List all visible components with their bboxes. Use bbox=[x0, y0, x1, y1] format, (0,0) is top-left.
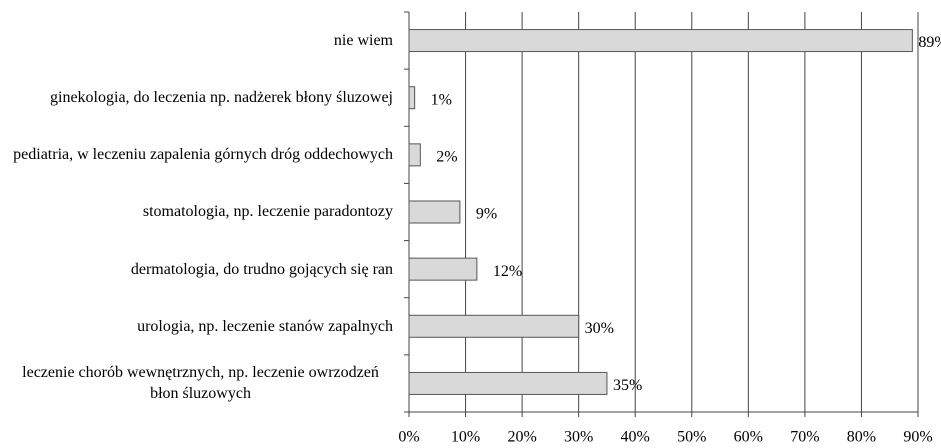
bar bbox=[408, 86, 416, 110]
x-tick-label: 60% bbox=[734, 429, 763, 446]
bar bbox=[408, 29, 913, 53]
value-label: 35% bbox=[613, 377, 642, 394]
category-label: pediatria, w leczeniu zapalenia górnych … bbox=[13, 126, 393, 183]
value-label: 1% bbox=[431, 91, 452, 108]
x-tick-label: 70% bbox=[790, 429, 819, 446]
x-tick-label: 40% bbox=[621, 429, 650, 446]
x-tick-label: 90% bbox=[903, 429, 932, 446]
category-label: dermatologia, do trudno gojących się ran bbox=[131, 241, 393, 298]
value-label: 89% bbox=[918, 34, 941, 51]
category-text: pediatria, w leczeniu zapalenia górnych … bbox=[13, 146, 393, 164]
category-text: nie wiem bbox=[333, 32, 393, 50]
x-tick-label: 10% bbox=[451, 429, 480, 446]
value-label: 12% bbox=[493, 263, 522, 280]
bar bbox=[408, 371, 608, 395]
x-tick-label: 0% bbox=[398, 429, 419, 446]
value-label: 30% bbox=[585, 320, 614, 337]
category-label: ginekologia, do leczenia np. nadżerek bł… bbox=[50, 69, 393, 126]
category-text: stomatologia, np. leczenie paradontozy bbox=[142, 203, 393, 221]
category-text: leczenie chorób wewnętrznych, np. leczen… bbox=[22, 364, 379, 403]
category-text: dermatologia, do trudno gojących się ran bbox=[130, 260, 393, 278]
bar bbox=[408, 200, 461, 224]
x-tick-label: 20% bbox=[507, 429, 536, 446]
bar bbox=[408, 257, 478, 281]
category-text: urologia, np. leczenie stanów zapalnych bbox=[137, 317, 393, 335]
value-label: 9% bbox=[476, 206, 497, 223]
x-tick-label: 30% bbox=[564, 429, 593, 446]
category-label: stomatologia, np. leczenie paradontozy bbox=[143, 183, 393, 240]
category-text: ginekologia, do leczenia np. nadżerek bł… bbox=[50, 89, 393, 107]
value-label: 2% bbox=[436, 149, 457, 166]
x-tick-label: 80% bbox=[847, 429, 876, 446]
category-label: leczenie chorób wewnętrznych, np. leczen… bbox=[8, 355, 393, 412]
bar bbox=[408, 143, 421, 167]
category-label: nie wiem bbox=[334, 12, 393, 69]
bar bbox=[408, 314, 580, 338]
x-tick-label: 50% bbox=[677, 429, 706, 446]
category-label: urologia, np. leczenie stanów zapalnych bbox=[137, 298, 393, 355]
